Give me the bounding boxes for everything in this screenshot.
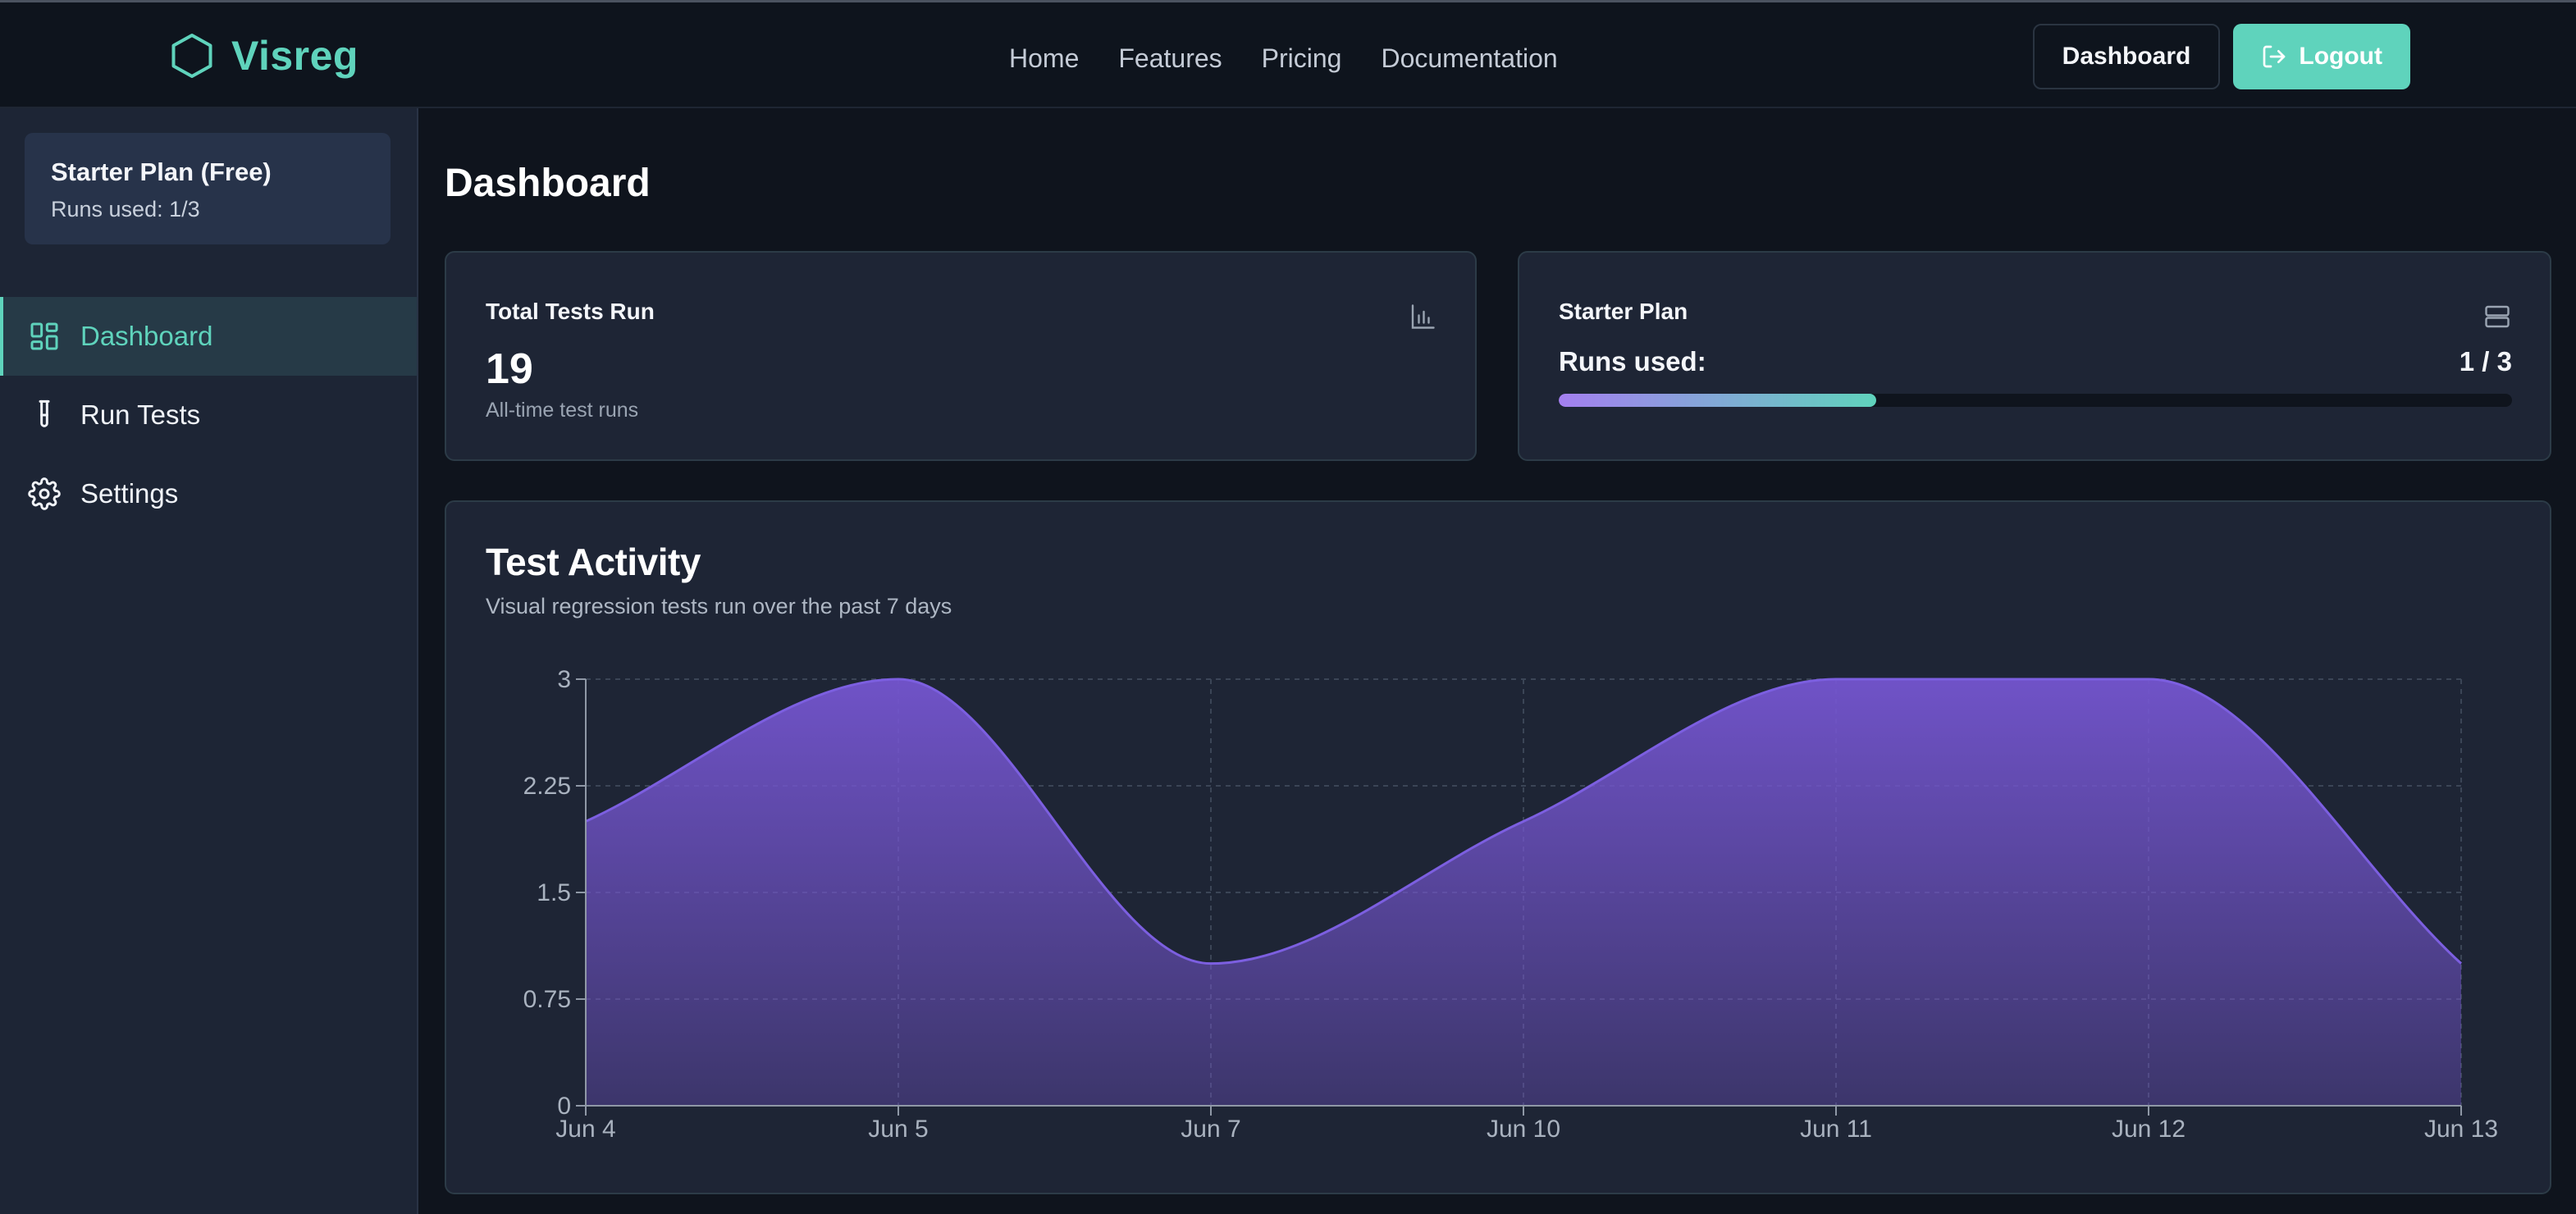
plan-runs-used: Runs used: 1/3 (51, 197, 200, 221)
sidebar-item-settings[interactable]: Settings (0, 454, 417, 533)
total-tests-subtitle: All-time test runs (486, 399, 639, 422)
activity-data-point (2146, 677, 2151, 682)
activity-data-point (1521, 819, 1526, 824)
test-activity-chart: 0 0.75 1.5 2.25 3 Jun 4 Jun 5 Jun 7 Jun 10 Jun 11… (523, 666, 2498, 1143)
dashboard-button[interactable]: Dashboard (2032, 24, 2221, 89)
sidebar-item-run-tests[interactable]: Run Tests (0, 376, 417, 454)
y-tick-label: 0 (557, 1093, 571, 1120)
runs-progress-bar (1559, 394, 2512, 407)
plan-usage-card: Starter Plan Runs used: 1 / 3 (1518, 251, 2551, 461)
activity-series-line (585, 678, 2463, 965)
chart-subtitle: Visual regression tests run over the pas… (486, 594, 952, 618)
total-tests-value: 19 (486, 345, 533, 393)
chart-title: Test Activity (486, 541, 701, 583)
y-tick-label: 0.75 (523, 986, 571, 1013)
y-tick-label: 2.25 (523, 773, 571, 800)
logout-button[interactable]: Logout (2233, 24, 2410, 89)
x-tick-label: Jun 13 (2424, 1116, 2498, 1143)
hexagon-logo-icon (171, 34, 212, 78)
x-tick-label: Jun 11 (1800, 1116, 1872, 1143)
y-tick-label: 3 (557, 666, 571, 693)
activity-data-point (2459, 961, 2464, 966)
runs-progress-fill (1559, 394, 1876, 407)
dashboard-icon (30, 322, 58, 350)
test-tube-icon (39, 399, 50, 427)
nav-documentation-link[interactable]: Documentation (1381, 43, 1558, 73)
sidebar-item-label: Run Tests (80, 399, 201, 430)
activity-data-point (896, 677, 901, 682)
plan-title: Starter Plan (Free) (51, 157, 272, 186)
nav-pricing-link[interactable]: Pricing (1261, 43, 1342, 73)
test-activity-card: Test Activity Visual regression tests ru… (445, 500, 2551, 1194)
nav-features-link[interactable]: Features (1118, 43, 1222, 73)
chart-area-layer (585, 677, 2464, 1106)
top-bar: Visreg Home Features Pricing Documentati… (0, 0, 2576, 108)
bar-chart-icon (1411, 304, 1435, 329)
nav-home-link[interactable]: Home (1009, 43, 1080, 73)
brand-logo[interactable]: Visreg (167, 29, 359, 83)
x-tick-label: Jun 10 (1487, 1116, 1560, 1143)
activity-area-fill (586, 679, 2461, 1106)
sidebar-nav: Dashboard Run Tests Settings (0, 297, 417, 533)
y-tick-label: 1.5 (537, 879, 571, 906)
x-tick-label: Jun 7 (1181, 1116, 1240, 1143)
server-icon (2485, 305, 2510, 328)
page-title: Dashboard (445, 162, 651, 205)
x-tick-label: Jun 12 (2112, 1116, 2185, 1143)
chart-tick-labels: 0 0.75 1.5 2.25 3 Jun 4 Jun 5 Jun 7 Jun 10 Jun 11… (523, 666, 2498, 1143)
plan-summary-card: Starter Plan (Free) Runs used: 1/3 (25, 133, 391, 244)
sidebar-item-label: Settings (80, 478, 179, 509)
runs-used-label: Runs used: (1559, 346, 1706, 377)
plan-usage-label: Starter Plan (1559, 299, 1688, 324)
main-nav: Home Features Pricing Documentation (1009, 35, 1558, 81)
sidebar-item-label: Dashboard (80, 321, 213, 351)
logout-label: Logout (2299, 43, 2382, 70)
gear-icon (28, 477, 61, 510)
x-tick-label: Jun 4 (555, 1116, 615, 1143)
x-tick-label: Jun 5 (868, 1116, 928, 1143)
header-actions: Dashboard Logout (2032, 24, 2410, 89)
activity-data-point (1834, 677, 1838, 682)
logout-icon (2263, 45, 2286, 68)
total-tests-card: Total Tests Run 19 All-time test runs (445, 251, 1477, 461)
chart-axes (576, 678, 2462, 1116)
runs-used-value: 1 / 3 (2459, 346, 2512, 377)
brand-name: Visreg (231, 33, 359, 79)
activity-data-point (1208, 961, 1213, 966)
sidebar: Starter Plan (Free) Runs used: 1/3 Dashb… (0, 108, 418, 1214)
sidebar-item-dashboard[interactable]: Dashboard (0, 297, 417, 376)
total-tests-label: Total Tests Run (486, 299, 655, 324)
